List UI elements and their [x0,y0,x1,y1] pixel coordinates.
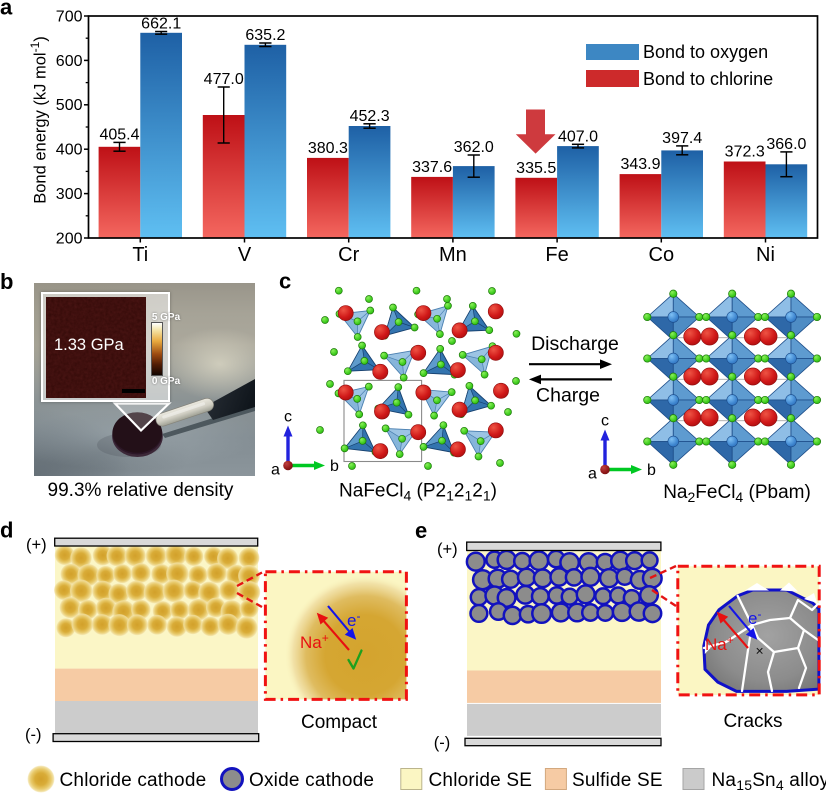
svg-text:a: a [588,466,597,483]
svg-text:(+): (+) [26,536,47,554]
svg-text:Mn: Mn [439,244,467,266]
svg-text:NaFeCl4 (P212121): NaFeCl4 (P212121) [339,481,497,504]
svg-text:Chloride cathode: Chloride cathode [60,770,207,791]
svg-text:Ni: Ni [756,244,775,266]
svg-text:Charge: Charge [536,385,600,407]
svg-text:700: 700 [56,8,83,25]
svg-text:335.5: 335.5 [516,160,556,177]
svg-text:b: b [647,462,656,479]
svg-text:452.3: 452.3 [350,108,390,125]
svg-text:500: 500 [56,97,83,114]
svg-text:Bond energy (kJ mol-1): Bond energy (kJ mol-1) [28,36,50,204]
svg-text:d: d [0,518,13,543]
svg-text:(+): (+) [437,541,458,559]
svg-text:b: b [330,458,339,475]
svg-text:b: b [0,269,13,294]
svg-text:372.3: 372.3 [725,144,765,161]
svg-text:Cr: Cr [338,244,359,266]
svg-text:397.4: 397.4 [662,130,702,147]
svg-text:Compact: Compact [301,712,378,733]
svg-text:407.0: 407.0 [558,128,598,145]
svg-text:200: 200 [56,230,83,247]
svg-text:Discharge: Discharge [531,333,619,355]
svg-text:c: c [601,413,609,430]
svg-text:Fe: Fe [545,244,568,266]
svg-text:362.0: 362.0 [454,139,494,156]
svg-text:400: 400 [56,142,83,159]
svg-text:Bond to oxygen: Bond to oxygen [643,42,768,62]
svg-text:300: 300 [56,186,83,203]
svg-text:380.3: 380.3 [308,140,348,157]
svg-text:V: V [238,244,252,266]
svg-text:Bond to chlorine: Bond to chlorine [643,69,773,89]
svg-text:Na15Sn4 alloy: Na15Sn4 alloy [712,770,826,793]
svg-text:Cracks: Cracks [723,711,782,732]
svg-text:Sulfide SE: Sulfide SE [572,770,663,791]
svg-text:662.1: 662.1 [141,16,181,33]
svg-text:Na+: Na+ [300,631,329,652]
svg-text:×: × [756,643,764,659]
svg-text:(-): (-) [434,734,450,752]
svg-text:600: 600 [56,53,83,70]
svg-text:c: c [279,269,291,294]
svg-text:337.6: 337.6 [412,159,452,176]
svg-text:Na2FeCl4 (Pbam): Na2FeCl4 (Pbam) [663,482,811,505]
svg-text:Na+: Na+ [705,633,734,654]
svg-text:a: a [0,0,13,20]
svg-text:343.9: 343.9 [620,156,660,173]
svg-text:a: a [271,462,280,479]
svg-text:e: e [415,518,427,543]
svg-text:c: c [284,409,292,426]
svg-text:Ti: Ti [132,244,148,266]
svg-text:Chloride SE: Chloride SE [429,770,533,791]
svg-text:366.0: 366.0 [766,136,806,153]
svg-text:Co: Co [649,244,675,266]
svg-text:405.4: 405.4 [99,126,139,143]
svg-text:477.0: 477.0 [204,71,244,88]
svg-text:Oxide cathode: Oxide cathode [249,770,374,791]
svg-text:(-): (-) [25,726,41,744]
svg-text:635.2: 635.2 [245,27,285,44]
